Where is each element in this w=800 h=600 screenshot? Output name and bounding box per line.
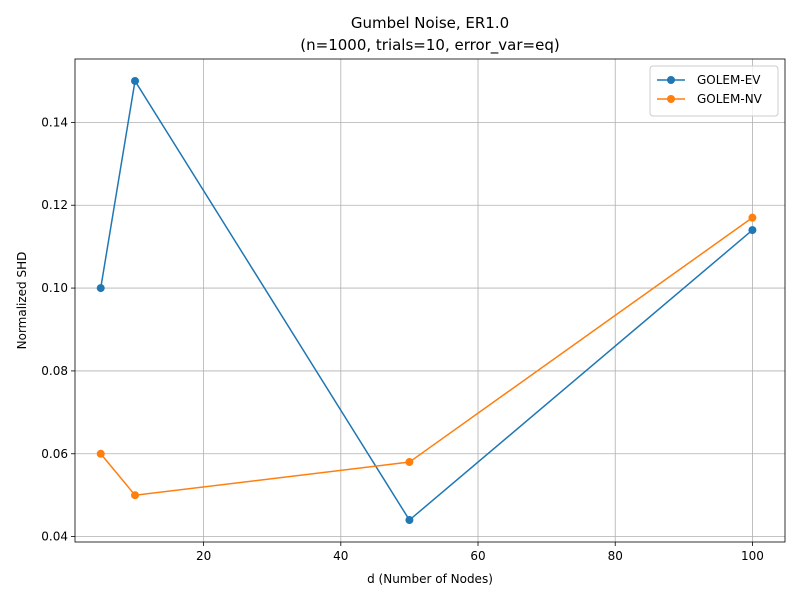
x-tick-label: 100: [741, 549, 764, 563]
data-point-golem-nv: [131, 491, 140, 500]
grid: [75, 59, 785, 542]
legend-marker-golem-ev: [667, 76, 675, 84]
y-tick-label: 0.10: [41, 281, 68, 295]
y-axis-ticks: 0.04 0.06 0.08 0.10 0.12 0.14: [41, 115, 75, 544]
legend-box: [649, 65, 779, 117]
data-point-golem-ev: [96, 284, 105, 293]
y-tick-label: 0.14: [41, 115, 68, 129]
legend: GOLEM-EV GOLEM-NV: [649, 65, 779, 117]
plot-frame: [74, 58, 786, 543]
y-tick-label: 0.12: [41, 198, 68, 212]
x-tick-label: 80: [608, 549, 623, 563]
data-point-golem-ev: [748, 226, 757, 235]
legend-label-golem-nv: GOLEM-NV: [697, 92, 763, 106]
x-tick-label: 60: [470, 549, 485, 563]
x-axis-ticks: 20 40 60 80 100: [196, 542, 764, 563]
legend-label-golem-ev: GOLEM-EV: [697, 73, 761, 87]
chart-title-line1: Gumbel Noise, ER1.0: [351, 14, 509, 32]
data-point-golem-ev: [405, 516, 414, 525]
x-tick-label: 20: [196, 549, 211, 563]
chart-title-line2: (n=1000, trials=10, error_var=eq): [300, 36, 559, 55]
legend-marker-golem-nv: [667, 95, 675, 103]
y-tick-label: 0.04: [41, 530, 68, 544]
y-tick-label: 0.06: [41, 447, 68, 461]
series-lines: [96, 76, 757, 525]
x-tick-label: 40: [333, 549, 348, 563]
series-line-golem-nv: [100, 217, 753, 496]
y-axis-label: Normalized SHD: [15, 252, 29, 350]
series-line-golem-ev: [99, 78, 753, 522]
data-point-golem-nv: [405, 458, 414, 467]
data-point-golem-nv: [748, 213, 757, 222]
data-point-golem-ev: [131, 76, 140, 85]
y-tick-label: 0.08: [41, 364, 68, 378]
x-axis-label: d (Number of Nodes): [367, 572, 493, 586]
data-point-golem-nv: [96, 449, 105, 458]
